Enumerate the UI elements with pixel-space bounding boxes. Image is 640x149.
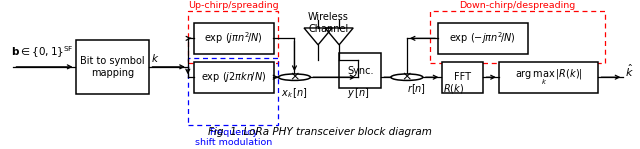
Ellipse shape (278, 74, 310, 80)
Bar (442, 62, 483, 93)
Text: $\times$: $\times$ (289, 71, 300, 84)
Text: $k$: $k$ (152, 52, 160, 64)
Bar (188, 11, 278, 63)
Bar (339, 53, 381, 88)
Text: $\times$: $\times$ (401, 71, 412, 84)
Text: $\arg\max_k\,|R(k)|$: $\arg\max_k\,|R(k)|$ (515, 67, 582, 87)
Text: FFT: FFT (454, 72, 471, 82)
Text: Fig. 1: LoRa PHY transceiver block diagram: Fig. 1: LoRa PHY transceiver block diagr… (208, 127, 432, 137)
Text: Up-chirp/spreading: Up-chirp/spreading (188, 1, 278, 10)
Bar (499, 62, 598, 93)
Text: $\exp\,(-j\pi n^2\!/N)$: $\exp\,(-j\pi n^2\!/N)$ (449, 30, 516, 46)
Bar (76, 40, 149, 94)
Text: $\mathbf{b} \in \{0, 1\}^{\mathrm{SF}}$: $\mathbf{b} \in \{0, 1\}^{\mathrm{SF}}$ (11, 45, 74, 60)
Text: $\exp\,(j\pi n^2\!/N)$: $\exp\,(j\pi n^2\!/N)$ (204, 30, 263, 46)
Text: Bit to symbol
mapping: Bit to symbol mapping (80, 56, 145, 78)
Text: Sync.: Sync. (347, 66, 374, 76)
Bar (438, 23, 527, 54)
Text: $x_k\,[n]$: $x_k\,[n]$ (281, 86, 308, 100)
Text: $r[n]$: $r[n]$ (407, 82, 426, 96)
Text: $\hat{k}$: $\hat{k}$ (625, 63, 634, 79)
Text: $y\,[n]$: $y\,[n]$ (347, 86, 370, 100)
Bar (430, 11, 605, 63)
Text: $\exp\,(j2\pi kn\!/N)$: $\exp\,(j2\pi kn\!/N)$ (201, 70, 266, 84)
Text: Down-chirp/despreading: Down-chirp/despreading (460, 1, 576, 10)
Text: Frequency
shift modulation: Frequency shift modulation (195, 128, 272, 147)
Bar (194, 23, 274, 54)
Text: $R(k)$: $R(k)$ (444, 82, 465, 95)
Bar (194, 62, 274, 93)
Ellipse shape (391, 74, 423, 80)
Bar (188, 58, 278, 125)
Text: Wireless
Channel: Wireless Channel (308, 12, 349, 34)
